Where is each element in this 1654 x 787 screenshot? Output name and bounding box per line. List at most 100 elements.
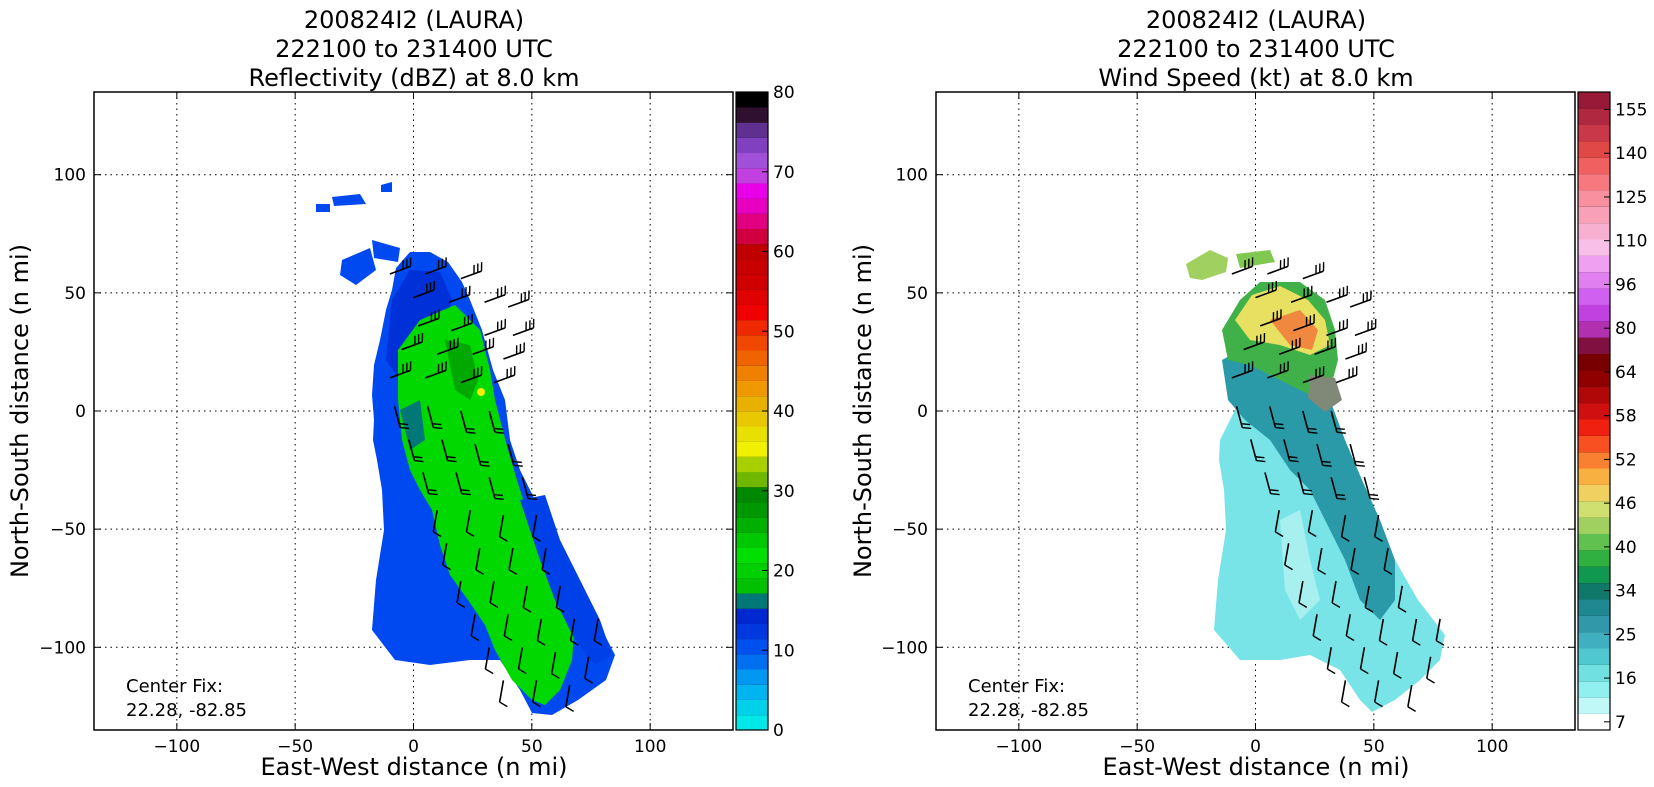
colorbar-segment — [736, 502, 768, 518]
x-tick-label: 100 — [1476, 737, 1508, 757]
right-center-fix-label: Center Fix: — [968, 676, 1065, 697]
right-title-line-1: 200824I2 (LAURA) — [1146, 6, 1366, 34]
colorbar-segment — [736, 486, 768, 503]
colorbar-label: 52 — [1615, 450, 1637, 470]
colorbar-segment — [736, 274, 768, 290]
wind-barb-flag — [456, 602, 466, 609]
wind-barb-flag — [1307, 427, 1317, 430]
colorbar-segment — [736, 623, 768, 640]
colorbar-segment — [1578, 157, 1610, 175]
colorbar-label: 10 — [773, 641, 795, 661]
right-colorbar: 7 16 25 34 40 46 52 58 64 80 96 110 125 140 155 — [1577, 91, 1647, 733]
wind-barb-flag — [527, 497, 538, 501]
colorbar-segment — [1578, 615, 1610, 633]
wind-speed-panel: 200824I2 (LAURA) 222100 to 231400 UTC Wi… — [849, 6, 1647, 781]
wind-barb-flag — [1298, 602, 1308, 609]
wind-barb-flag — [1393, 673, 1402, 679]
right-xlabel: East-West distance (n mi) — [1102, 753, 1409, 781]
left-echo-north-4 — [340, 248, 376, 285]
colorbar-segment — [1578, 370, 1610, 387]
colorbar-label: 50 — [773, 322, 795, 342]
left-reflectivity-field — [316, 182, 615, 715]
colorbar-segment — [736, 684, 768, 700]
wind-barb-flag — [400, 426, 410, 430]
colorbar-segment — [736, 669, 768, 685]
wind-barb-flag — [461, 492, 471, 496]
wind-barb-flag — [1242, 426, 1252, 430]
colorbar-segment — [1578, 271, 1610, 289]
left-xlabel: East-West distance (n mi) — [260, 753, 567, 781]
x-tick-label: 50 — [521, 737, 543, 757]
y-tick-label: 100 — [896, 166, 928, 186]
reflectivity-panel: 200824I2 (LAURA) 222100 to 231400 UTC Re… — [6, 6, 795, 781]
colorbar-segment — [736, 593, 768, 609]
colorbar-segment — [736, 547, 768, 564]
wind-barb-flag — [1360, 668, 1369, 675]
y-tick-label: 100 — [54, 166, 86, 186]
y-tick-label: 0 — [917, 402, 928, 422]
colorbar-label: 58 — [1615, 407, 1637, 427]
colorbar-segment — [736, 350, 768, 366]
wind-barb-flag — [518, 668, 527, 675]
wind-barb-flag — [1435, 640, 1445, 646]
wind-barb-flag — [584, 677, 593, 684]
left-ylabel: North-South distance (n mi) — [6, 244, 34, 578]
wind-barb-flag — [432, 531, 442, 538]
wind-barb-staff — [541, 547, 547, 570]
colorbar-segment — [1578, 648, 1610, 665]
wind-barb-flag — [513, 464, 523, 467]
wind-barb-staff — [1350, 547, 1356, 570]
wind-barb-staff — [517, 647, 524, 670]
wind-barb-flag — [1398, 606, 1407, 613]
x-tick-label: −100 — [153, 737, 200, 757]
wind-barb-staff — [442, 543, 448, 566]
y-tick-label: 50 — [906, 284, 928, 304]
wind-barb-flag — [1331, 602, 1341, 609]
colorbar-segment — [736, 699, 768, 716]
x-tick-label: 100 — [634, 737, 666, 757]
wind-barb-flag — [1308, 431, 1318, 434]
colorbar-segment — [736, 259, 768, 275]
colorbar-segment — [1578, 353, 1610, 371]
colorbar-label: 0 — [773, 721, 784, 741]
wind-barb-staff — [498, 514, 505, 537]
colorbar-segment — [1578, 206, 1610, 224]
wind-barb-flag — [1341, 701, 1350, 708]
wind-barb-staff — [550, 651, 557, 674]
wind-barb-flag — [1275, 426, 1285, 430]
right-title-line-2: 222100 to 231400 UTC — [1117, 35, 1395, 63]
colorbar-label: 40 — [773, 402, 795, 422]
left-center-fix-label: Center Fix: — [126, 676, 223, 697]
wind-barb-flag — [532, 701, 541, 708]
wind-barb-staff — [484, 647, 491, 670]
right-center-fix-coords: 22.28, -82.85 — [968, 700, 1089, 721]
colorbar-segment — [736, 335, 768, 351]
colorbar-segment — [736, 183, 768, 199]
colorbar-frame — [1577, 91, 1611, 731]
wind-barb-staff — [1435, 618, 1441, 641]
colorbar-segment — [736, 213, 768, 230]
colorbar-segment — [736, 122, 768, 138]
wind-barb-flag — [460, 489, 470, 492]
wind-barb-staff — [531, 680, 538, 703]
wind-barb-staff — [536, 618, 543, 641]
wind-barb-flag — [1270, 492, 1280, 496]
colorbar-label: 7 — [1615, 713, 1626, 733]
wind-barb-flag — [480, 464, 490, 467]
wind-barb-flag — [1327, 668, 1336, 675]
colorbar-label: 64 — [1615, 363, 1637, 383]
wind-barb-flag — [1374, 536, 1383, 542]
wind-barb-flag — [1303, 492, 1313, 496]
y-tick-label: −100 — [881, 638, 928, 658]
colorbar-label: 80 — [773, 83, 795, 103]
wind-barb-staff — [1340, 680, 1347, 703]
colorbar-segment — [736, 456, 768, 473]
colorbar-segment — [736, 471, 768, 488]
x-tick-label: −50 — [1119, 737, 1155, 757]
y-tick-label: −50 — [50, 520, 86, 540]
colorbar-segment — [736, 654, 768, 670]
wind-barb-flag — [1368, 493, 1379, 497]
wind-barb-flag — [522, 606, 532, 613]
colorbar-segment — [736, 517, 768, 533]
wind-barb-flag — [1269, 489, 1279, 492]
